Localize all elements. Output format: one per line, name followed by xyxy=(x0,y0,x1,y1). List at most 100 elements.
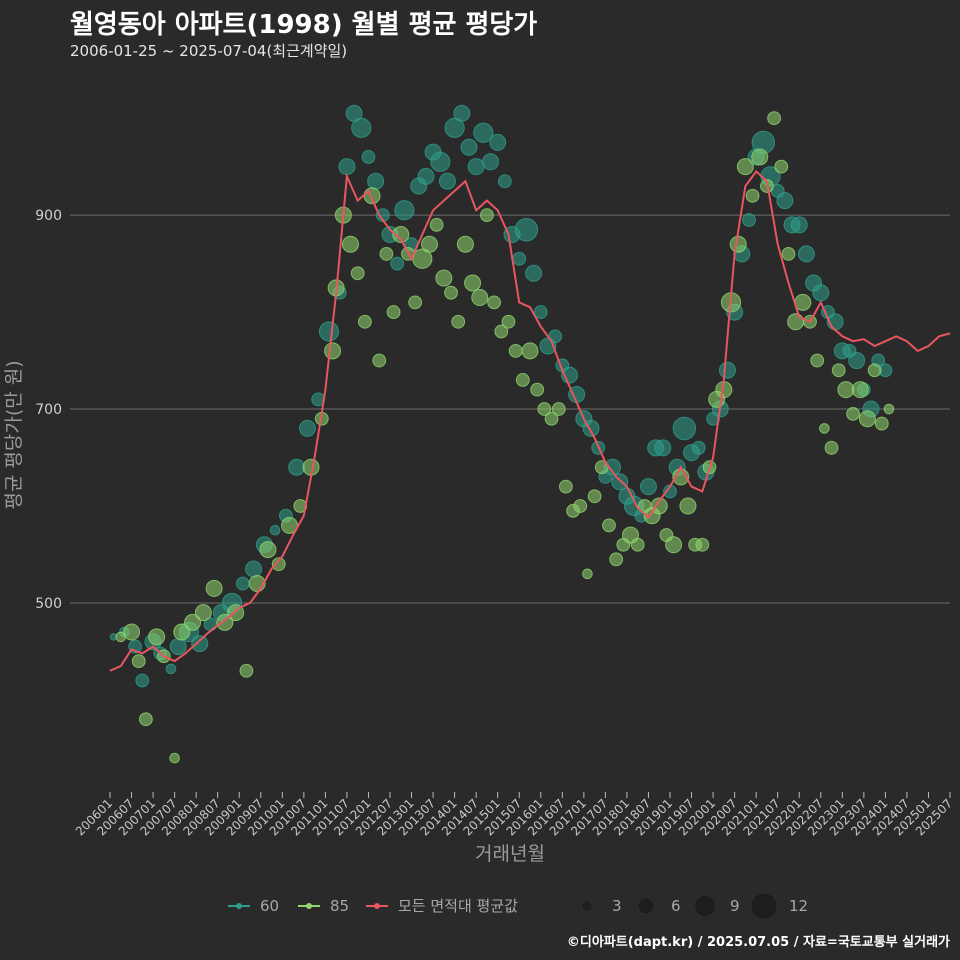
legend-swatch-dot xyxy=(236,903,242,909)
point-85 xyxy=(774,159,789,174)
point-85 xyxy=(471,289,489,307)
legend-size-circle xyxy=(582,901,592,911)
legend-size-label: 3 xyxy=(612,897,622,915)
legend-label: 85 xyxy=(330,897,349,915)
point-85 xyxy=(480,208,494,223)
point-85 xyxy=(551,402,566,416)
point-85 xyxy=(729,235,747,253)
point-85 xyxy=(544,411,559,426)
point-85 xyxy=(837,381,855,399)
point-60 xyxy=(298,419,316,437)
point-85 xyxy=(883,403,895,415)
point-60 xyxy=(718,361,736,379)
point-85 xyxy=(767,111,782,126)
point-60 xyxy=(351,117,372,138)
point-85 xyxy=(357,314,372,329)
point-85 xyxy=(408,295,423,310)
legend-size-circle xyxy=(751,893,777,919)
point-85 xyxy=(429,217,444,232)
point-60 xyxy=(639,478,657,496)
y-tick-label: 900 xyxy=(35,208,62,224)
point-85 xyxy=(874,416,889,431)
point-60 xyxy=(473,122,494,143)
scatter-points xyxy=(109,104,895,764)
point-85 xyxy=(464,274,482,292)
point-60 xyxy=(514,217,539,242)
point-60 xyxy=(135,673,150,688)
legend-size-label: 6 xyxy=(671,897,681,915)
point-85 xyxy=(751,148,769,166)
point-85 xyxy=(148,628,166,646)
point-60 xyxy=(430,151,451,172)
point-85 xyxy=(846,406,860,421)
point-85 xyxy=(205,579,223,597)
point-85 xyxy=(494,324,509,339)
point-85 xyxy=(324,342,342,360)
point-85 xyxy=(650,497,668,515)
legend-swatch-dot xyxy=(374,903,380,909)
point-60 xyxy=(525,264,543,282)
point-85 xyxy=(386,305,401,319)
point-60 xyxy=(467,158,485,176)
point-60 xyxy=(235,576,250,591)
point-85 xyxy=(736,158,754,176)
point-85 xyxy=(665,536,683,554)
point-60 xyxy=(611,473,629,491)
legend-swatch-dot xyxy=(306,903,312,909)
point-60 xyxy=(367,172,385,190)
chart-title: 월영동아 아파트(1998) 월별 평균 평당가 xyxy=(70,10,538,40)
point-85 xyxy=(456,235,474,253)
y-tick-label: 700 xyxy=(35,402,62,418)
point-85 xyxy=(858,410,876,428)
point-85 xyxy=(819,423,830,434)
legend-label: 60 xyxy=(260,897,279,915)
point-85 xyxy=(630,537,645,552)
point-60 xyxy=(361,150,376,164)
point-60 xyxy=(848,352,866,370)
point-85 xyxy=(587,489,602,504)
point-85 xyxy=(435,269,453,287)
point-85 xyxy=(184,613,202,631)
point-85 xyxy=(501,314,516,329)
point-85 xyxy=(487,295,502,310)
point-60 xyxy=(742,213,756,227)
point-85 xyxy=(582,568,593,580)
point-85 xyxy=(194,604,212,622)
point-85 xyxy=(173,623,191,641)
point-85 xyxy=(530,382,545,397)
point-85 xyxy=(169,752,180,764)
point-60 xyxy=(165,663,177,675)
point-60 xyxy=(191,635,209,653)
point-60 xyxy=(482,153,500,171)
point-85 xyxy=(420,235,438,253)
point-60 xyxy=(338,158,356,176)
y-tick-label: 500 xyxy=(35,596,62,612)
point-85 xyxy=(392,226,410,244)
point-60 xyxy=(533,305,548,319)
point-85 xyxy=(379,247,394,261)
point-85 xyxy=(444,285,458,300)
point-60 xyxy=(489,133,507,151)
x-axis-ticks: 2006012006072007012007072008012008072009… xyxy=(73,792,955,839)
point-60 xyxy=(672,416,697,441)
point-60 xyxy=(245,560,263,578)
point-60 xyxy=(776,192,794,210)
point-60 xyxy=(438,172,456,190)
point-60 xyxy=(654,439,672,457)
point-60 xyxy=(512,251,527,266)
point-60 xyxy=(460,138,478,156)
point-85 xyxy=(350,266,365,281)
point-85 xyxy=(412,248,433,269)
legend-size-circle xyxy=(695,896,715,916)
point-85 xyxy=(781,247,796,261)
point-85 xyxy=(131,654,146,669)
point-85 xyxy=(609,552,624,567)
point-85 xyxy=(271,557,286,572)
legend-size-label: 12 xyxy=(789,897,808,915)
point-85 xyxy=(679,497,697,515)
point-60 xyxy=(497,174,512,189)
point-60 xyxy=(169,638,187,656)
point-85 xyxy=(342,235,360,253)
y-axis-ticks: 500 700 900 xyxy=(35,208,62,612)
